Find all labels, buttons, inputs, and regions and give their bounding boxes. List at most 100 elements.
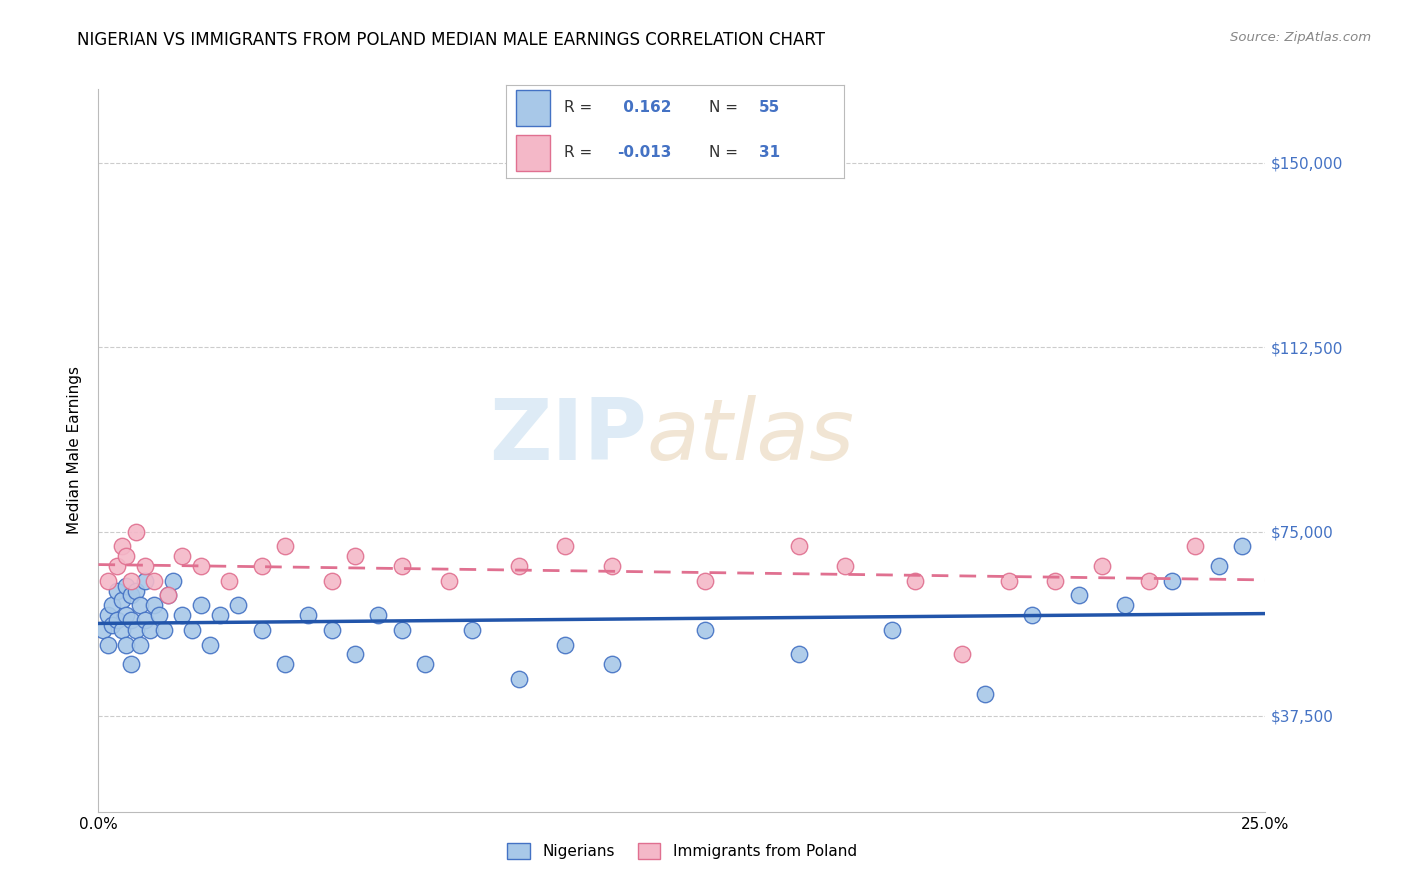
Point [125,623,148,637]
Text: N =: N = [709,100,738,115]
Text: -0.013: -0.013 [617,145,672,160]
Point [134,558,156,573]
Point [321,623,343,637]
Point [904,574,927,588]
Point [1137,574,1160,588]
Point [1045,574,1067,588]
Point [554,539,576,553]
Point [129,638,152,652]
Point [1114,599,1136,613]
Point [228,599,250,613]
Point [97,574,120,588]
Point [391,623,413,637]
Point [101,599,124,613]
Point [115,608,138,623]
Text: Source: ZipAtlas.com: Source: ZipAtlas.com [1230,31,1371,45]
Point [508,558,530,573]
Text: 0.162: 0.162 [617,100,671,115]
Point [437,574,460,588]
Point [101,618,124,632]
Point [391,558,413,573]
Point [172,608,194,623]
Point [115,638,138,652]
Point [143,599,166,613]
Point [974,687,997,701]
Point [152,623,174,637]
Point [508,672,530,686]
Bar [516,90,550,126]
Point [125,524,148,539]
Point [413,657,436,672]
Point [880,623,903,637]
Point [139,623,162,637]
Point [344,549,367,563]
Legend: Nigerians, Immigrants from Poland: Nigerians, Immigrants from Poland [501,838,863,865]
Point [1067,589,1090,603]
Point [344,648,367,662]
Point [125,583,148,598]
Point [115,579,138,593]
Point [834,558,856,573]
Text: NIGERIAN VS IMMIGRANTS FROM POLAND MEDIAN MALE EARNINGS CORRELATION CHART: NIGERIAN VS IMMIGRANTS FROM POLAND MEDIA… [77,31,825,49]
Point [105,583,128,598]
Point [695,574,717,588]
Text: N =: N = [709,145,738,160]
Point [105,558,128,573]
Point [120,589,142,603]
Point [274,657,297,672]
Point [105,613,128,627]
Point [787,648,810,662]
Point [91,623,114,637]
Point [950,648,973,662]
Point [600,558,623,573]
Point [111,593,134,607]
Point [250,623,273,637]
Text: R =: R = [564,145,592,160]
Point [1161,574,1184,588]
Point [554,638,576,652]
Point [162,574,184,588]
Point [1021,608,1043,623]
Y-axis label: Median Male Earnings: Median Male Earnings [67,367,83,534]
Point [134,574,156,588]
Point [111,539,134,553]
Point [1184,539,1206,553]
Point [1091,558,1114,573]
Point [218,574,240,588]
Point [97,638,120,652]
Point [600,657,623,672]
Point [111,623,134,637]
Point [297,608,319,623]
Point [190,558,212,573]
Point [180,623,202,637]
Point [120,657,142,672]
Point [97,608,120,623]
Point [172,549,194,563]
Point [250,558,273,573]
Text: 31: 31 [759,145,780,160]
Point [157,589,180,603]
Text: ZIP: ZIP [489,394,647,477]
Point [274,539,297,553]
Point [134,613,156,627]
Bar [516,136,550,171]
Point [129,599,152,613]
Point [321,574,343,588]
Point [190,599,212,613]
Point [461,623,484,637]
Point [208,608,231,623]
Point [115,549,138,563]
Point [997,574,1019,588]
Text: R =: R = [564,100,592,115]
Point [200,638,222,652]
Point [1230,539,1253,553]
Point [148,608,170,623]
Point [120,574,142,588]
Point [787,539,810,553]
Point [695,623,717,637]
Point [367,608,389,623]
Point [120,613,142,627]
Text: atlas: atlas [647,394,855,477]
Point [143,574,166,588]
Point [1208,558,1230,573]
